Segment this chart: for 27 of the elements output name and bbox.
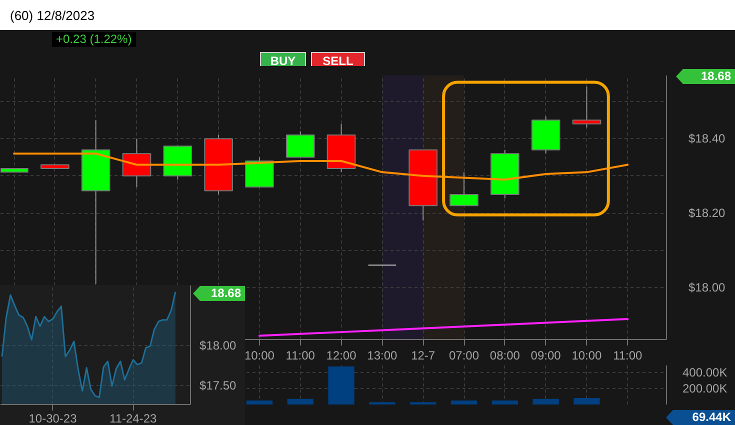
y-tick-label: $18.00	[688, 280, 726, 294]
x-tick-label: 12:00	[326, 348, 357, 362]
y-tick-label: $17.50	[200, 378, 237, 392]
x-tick-label: 09:00	[530, 348, 562, 362]
y-tick-label: 400.00K	[682, 366, 728, 380]
y-tick-label: $18.40	[688, 132, 726, 146]
annotation: 18.68	[193, 286, 245, 301]
text: SELL	[311, 52, 365, 68]
candlestick	[572, 86, 602, 128]
x-tick-label: 13:00	[367, 348, 398, 362]
text: 69.44K	[666, 410, 735, 425]
x-tick-label: 10:00	[244, 348, 275, 362]
chart-title: (60) 12/8/2023	[10, 7, 95, 25]
x-tick-label: 11:00	[613, 348, 643, 362]
chart-subtitle: +0.23 (1.22%)	[52, 32, 136, 47]
text: 18.68	[676, 69, 735, 84]
text: BUY	[260, 52, 306, 68]
x-tick-label: 08:00	[490, 348, 520, 362]
x-tick-label: 11:00	[286, 348, 316, 362]
y-tick-label: $18.20	[688, 206, 726, 220]
y-tick-label: 200.00K	[682, 381, 728, 396]
x-tick-label: 07:00	[448, 348, 480, 362]
x-tick-label: 12-7	[411, 348, 436, 362]
x-tick-label: 11-24-23	[110, 412, 158, 425]
x-tick-label: 10:00	[572, 348, 602, 362]
y-tick-label: $18.00	[200, 338, 237, 352]
x-tick-label: 10-30-23	[28, 412, 78, 425]
